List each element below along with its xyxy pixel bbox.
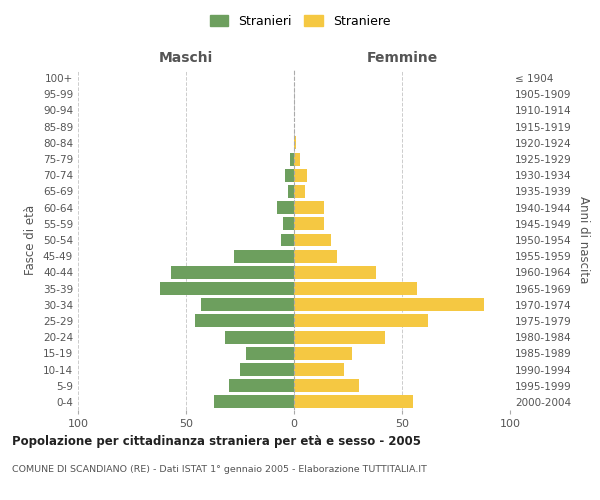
Bar (294, 282, 417, 295)
Bar (294, 266, 376, 279)
Bar (294, 330, 385, 344)
Bar (225, 330, 294, 344)
Bar (287, 185, 294, 198)
Bar (194, 314, 294, 328)
Text: Maschi: Maschi (159, 51, 213, 65)
Bar (214, 396, 294, 408)
Y-axis label: Fasce di età: Fasce di età (25, 205, 37, 275)
Bar (294, 136, 296, 149)
Legend: Stranieri, Straniere: Stranieri, Straniere (206, 11, 394, 32)
Bar (277, 201, 294, 214)
Bar (171, 266, 294, 279)
Bar (201, 298, 294, 311)
Bar (283, 218, 294, 230)
Bar (290, 152, 294, 166)
Y-axis label: Anni di nascita: Anni di nascita (577, 196, 590, 284)
Bar (240, 363, 294, 376)
Bar (294, 201, 324, 214)
Bar (160, 282, 294, 295)
Text: COMUNE DI SCANDIANO (RE) - Dati ISTAT 1° gennaio 2005 - Elaborazione TUTTITALIA.: COMUNE DI SCANDIANO (RE) - Dati ISTAT 1°… (12, 465, 427, 474)
Bar (294, 152, 301, 166)
Text: Popolazione per cittadinanza straniera per età e sesso - 2005: Popolazione per cittadinanza straniera p… (12, 435, 421, 448)
Bar (294, 234, 331, 246)
Bar (294, 169, 307, 181)
Bar (294, 218, 324, 230)
Bar (294, 314, 428, 328)
Bar (294, 250, 337, 262)
Bar (286, 169, 294, 181)
Bar (229, 379, 294, 392)
Bar (294, 396, 413, 408)
Bar (233, 250, 294, 262)
Bar (294, 298, 484, 311)
Bar (294, 363, 344, 376)
Bar (294, 347, 352, 360)
Bar (281, 234, 294, 246)
Bar (294, 379, 359, 392)
Text: Femmine: Femmine (367, 51, 437, 65)
Bar (294, 185, 305, 198)
Bar (247, 347, 294, 360)
